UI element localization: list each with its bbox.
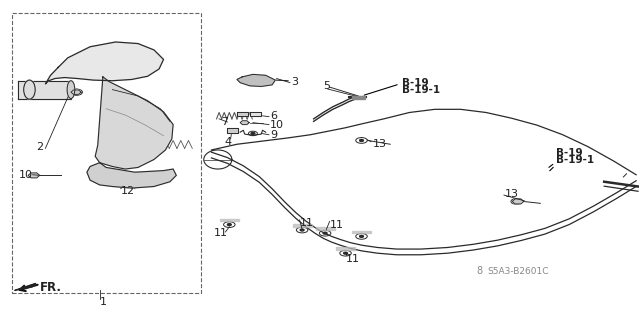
Text: 10: 10 bbox=[19, 170, 33, 180]
Circle shape bbox=[227, 224, 231, 226]
Text: 11: 11 bbox=[213, 227, 227, 238]
Text: 6: 6 bbox=[270, 111, 277, 121]
Polygon shape bbox=[352, 231, 371, 233]
Text: 4: 4 bbox=[225, 137, 232, 147]
Polygon shape bbox=[316, 227, 335, 230]
Polygon shape bbox=[220, 219, 239, 221]
Polygon shape bbox=[87, 163, 176, 188]
Polygon shape bbox=[15, 283, 36, 290]
Ellipse shape bbox=[24, 80, 35, 99]
Polygon shape bbox=[227, 128, 238, 132]
Polygon shape bbox=[18, 81, 71, 99]
Polygon shape bbox=[237, 113, 248, 116]
Polygon shape bbox=[95, 77, 173, 169]
Text: 11: 11 bbox=[346, 254, 360, 263]
Text: S5A3-B2601C: S5A3-B2601C bbox=[487, 267, 549, 276]
Text: 13: 13 bbox=[505, 189, 519, 199]
Text: 7: 7 bbox=[221, 117, 228, 127]
Text: B-19: B-19 bbox=[402, 78, 428, 88]
Polygon shape bbox=[336, 248, 355, 250]
Text: 10: 10 bbox=[270, 120, 284, 130]
Text: 12: 12 bbox=[121, 186, 135, 196]
Polygon shape bbox=[250, 113, 261, 116]
Polygon shape bbox=[71, 90, 81, 94]
Text: 1: 1 bbox=[100, 297, 107, 307]
Circle shape bbox=[344, 252, 348, 254]
Text: 11: 11 bbox=[300, 218, 314, 228]
Text: 11: 11 bbox=[330, 219, 344, 230]
Text: 2: 2 bbox=[36, 142, 43, 152]
Text: FR.: FR. bbox=[40, 281, 62, 294]
Circle shape bbox=[360, 235, 364, 237]
Polygon shape bbox=[352, 96, 365, 99]
Bar bbox=[12, 13, 200, 293]
Polygon shape bbox=[28, 173, 40, 178]
Text: B-19: B-19 bbox=[556, 147, 583, 158]
Polygon shape bbox=[512, 199, 524, 204]
Circle shape bbox=[360, 139, 364, 141]
Circle shape bbox=[74, 91, 78, 93]
Ellipse shape bbox=[67, 81, 75, 99]
Text: 5: 5 bbox=[323, 81, 330, 92]
Text: 8: 8 bbox=[476, 266, 483, 276]
Circle shape bbox=[251, 132, 255, 134]
Text: 3: 3 bbox=[291, 77, 298, 87]
Polygon shape bbox=[45, 42, 164, 84]
Circle shape bbox=[515, 200, 518, 202]
Circle shape bbox=[300, 229, 304, 231]
Circle shape bbox=[251, 78, 255, 80]
Text: B-19-1: B-19-1 bbox=[402, 85, 440, 95]
Text: B-19-1: B-19-1 bbox=[556, 155, 595, 165]
Polygon shape bbox=[292, 224, 312, 227]
Text: 9: 9 bbox=[270, 130, 277, 140]
Polygon shape bbox=[237, 74, 275, 86]
Polygon shape bbox=[240, 121, 249, 125]
Circle shape bbox=[323, 232, 327, 234]
Text: 13: 13 bbox=[372, 139, 387, 149]
Circle shape bbox=[132, 180, 136, 182]
